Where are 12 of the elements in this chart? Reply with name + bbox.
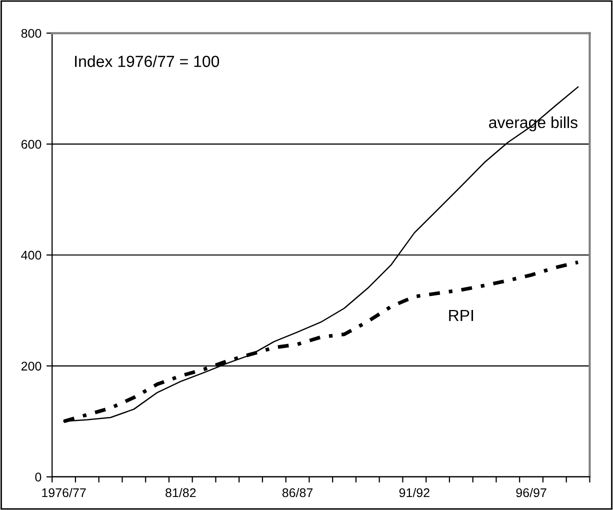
annotation: Index 1976/77 = 100: [75, 55, 220, 68]
series-label: RPI: [449, 310, 473, 321]
x-tick-label: 81/82: [166, 488, 196, 498]
y-tick-label: 800: [21, 28, 42, 38]
x-tick-label: 96/97: [516, 488, 546, 498]
x-tick-label: 86/87: [282, 488, 313, 498]
x-tick-label: 91/92: [399, 488, 430, 498]
y-tick-label: 0: [35, 472, 42, 482]
y-tick-label: 600: [21, 140, 42, 149]
y-tick-label: 200: [21, 362, 42, 371]
y-tick-label: 400: [21, 250, 42, 260]
x-tick-label: 1976/77: [42, 488, 86, 498]
